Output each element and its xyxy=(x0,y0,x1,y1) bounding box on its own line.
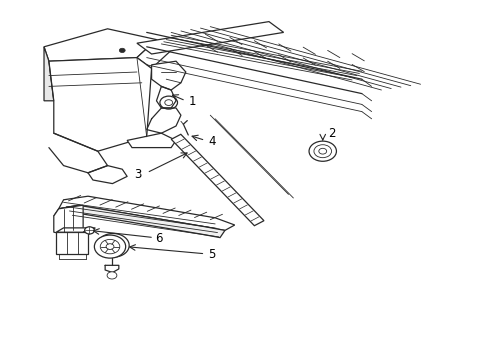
Circle shape xyxy=(94,235,125,258)
Polygon shape xyxy=(54,205,224,238)
Circle shape xyxy=(308,141,336,161)
Polygon shape xyxy=(137,22,283,54)
Text: 2: 2 xyxy=(328,127,335,140)
Circle shape xyxy=(107,272,117,279)
Polygon shape xyxy=(44,29,156,61)
Polygon shape xyxy=(137,40,171,68)
Polygon shape xyxy=(98,234,129,257)
Text: 5: 5 xyxy=(207,248,215,261)
Polygon shape xyxy=(171,134,264,226)
Polygon shape xyxy=(56,232,88,254)
Text: 6: 6 xyxy=(155,232,163,245)
Polygon shape xyxy=(54,205,83,234)
Text: 4: 4 xyxy=(208,135,215,148)
Polygon shape xyxy=(44,47,54,101)
Polygon shape xyxy=(56,228,95,232)
Polygon shape xyxy=(151,61,185,90)
Circle shape xyxy=(119,48,125,53)
Polygon shape xyxy=(59,196,234,230)
Polygon shape xyxy=(49,58,151,151)
Text: 1: 1 xyxy=(188,95,195,108)
Text: 3: 3 xyxy=(134,168,142,181)
Polygon shape xyxy=(127,133,176,148)
Circle shape xyxy=(84,227,94,234)
